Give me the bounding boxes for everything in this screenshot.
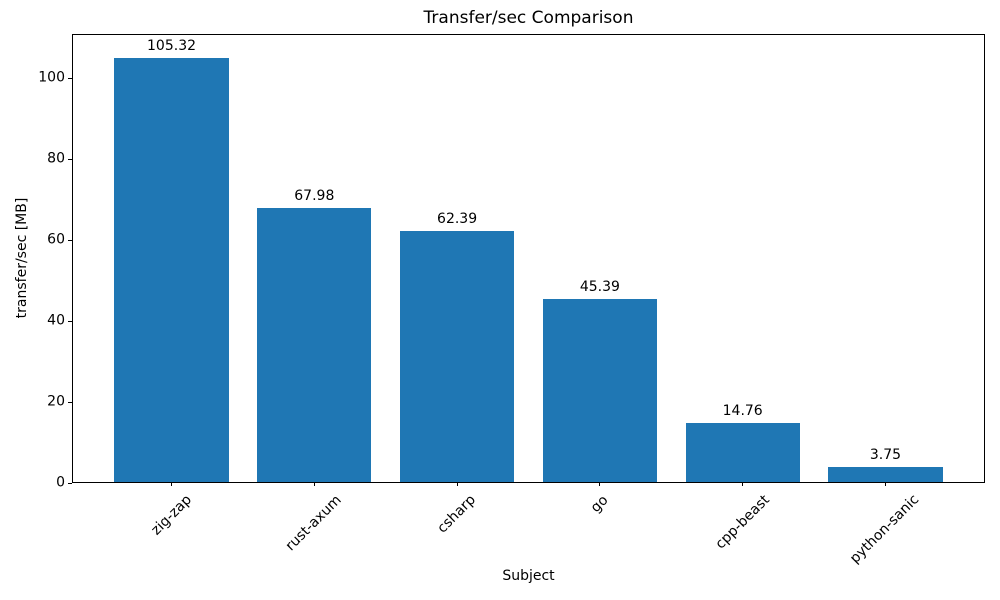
x-tick-mark — [456, 482, 458, 486]
bar — [399, 230, 515, 482]
y-tick-label: 40 — [47, 312, 65, 329]
y-tick-label: 20 — [47, 393, 65, 410]
x-axis-ticks: zig-zap rust-axum csharp go cpp-beast python-… — [73, 482, 984, 592]
x-tick-label: go — [587, 491, 612, 516]
y-tick-label: 0 — [56, 474, 65, 491]
x-tick-label: zig-zap — [147, 491, 195, 539]
bar — [542, 299, 657, 482]
y-tick-mark — [68, 320, 72, 322]
x-tick-label: cpp-beast — [712, 491, 773, 553]
y-tick-label: 80 — [47, 150, 65, 167]
bars-layer: 105.32 67.98 62.39 45.39 14.76 3.75 — [73, 35, 984, 482]
y-axis-ticks: 0 20 40 60 80 100 — [0, 34, 72, 491]
chart-title: Transfer/sec Comparison — [423, 8, 634, 28]
y-tick-mark — [68, 401, 72, 403]
x-tick-mark — [884, 482, 886, 486]
y-tick-label: 100 — [38, 69, 65, 86]
y-tick-label: 60 — [47, 231, 65, 248]
bar-value-label: 67.98 — [294, 188, 335, 204]
bar-value-label: 3.75 — [869, 446, 902, 463]
x-tick-mark — [313, 482, 315, 486]
y-tick-mark — [68, 239, 72, 241]
y-tick-mark — [68, 482, 72, 484]
x-axis-label: Subject — [502, 568, 555, 584]
x-tick-mark — [599, 482, 601, 486]
x-tick-mark — [742, 482, 744, 486]
bar — [828, 466, 943, 482]
bar-value-label: 62.39 — [437, 210, 478, 227]
y-tick-mark — [68, 158, 72, 160]
x-tick-label: csharp — [434, 491, 480, 537]
x-tick-label: python-sanic — [847, 491, 923, 568]
bar-value-label: 105.32 — [147, 37, 197, 54]
bar — [257, 208, 372, 482]
bar-value-label: 45.39 — [579, 279, 620, 296]
x-tick-label: rust-axum — [282, 492, 346, 555]
y-tick-mark — [68, 77, 72, 79]
x-tick-mark — [171, 482, 173, 486]
bar — [685, 422, 800, 482]
bar-value-label: 14.76 — [722, 402, 763, 419]
plot-area: 105.32 67.98 62.39 45.39 14.76 3.75 zig-zap ru… — [72, 34, 985, 567]
bar — [114, 57, 229, 482]
